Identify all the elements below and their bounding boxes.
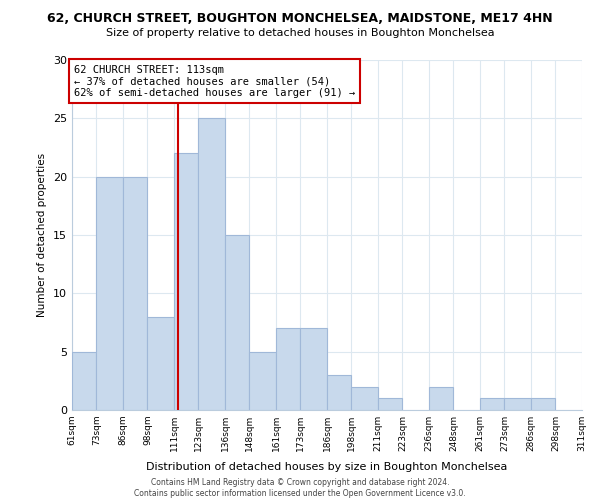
Bar	[148, 316, 174, 410]
Bar	[97, 176, 123, 410]
Bar	[327, 375, 352, 410]
Y-axis label: Number of detached properties: Number of detached properties	[37, 153, 47, 317]
Text: 62 CHURCH STREET: 113sqm
← 37% of detached houses are smaller (54)
62% of semi-d: 62 CHURCH STREET: 113sqm ← 37% of detach…	[74, 64, 355, 98]
Text: Contains HM Land Registry data © Crown copyright and database right 2024.
Contai: Contains HM Land Registry data © Crown c…	[134, 478, 466, 498]
Bar	[276, 328, 301, 410]
Bar	[531, 398, 556, 410]
Bar	[301, 328, 327, 410]
Bar	[225, 235, 250, 410]
Bar	[429, 386, 454, 410]
Bar	[480, 398, 505, 410]
Bar	[123, 176, 148, 410]
Bar	[174, 154, 199, 410]
Bar	[250, 352, 276, 410]
Text: Size of property relative to detached houses in Boughton Monchelsea: Size of property relative to detached ho…	[106, 28, 494, 38]
Bar	[505, 398, 531, 410]
Text: 62, CHURCH STREET, BOUGHTON MONCHELSEA, MAIDSTONE, ME17 4HN: 62, CHURCH STREET, BOUGHTON MONCHELSEA, …	[47, 12, 553, 26]
Bar	[352, 386, 378, 410]
Bar	[378, 398, 403, 410]
X-axis label: Distribution of detached houses by size in Boughton Monchelsea: Distribution of detached houses by size …	[146, 462, 508, 472]
Bar	[199, 118, 225, 410]
Bar	[72, 352, 97, 410]
